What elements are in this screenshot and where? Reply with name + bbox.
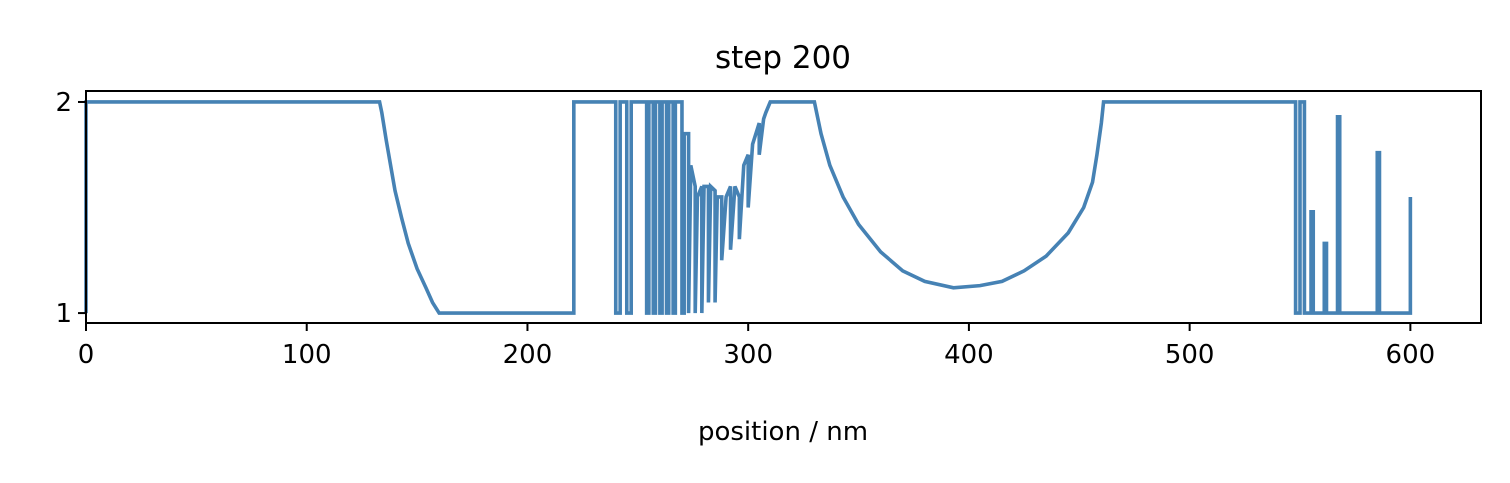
data-line <box>84 100 1413 315</box>
y-tick-label: 2 <box>55 88 72 118</box>
y-tick-label: 1 <box>55 299 72 329</box>
x-tick-label: 600 <box>1386 340 1436 370</box>
x-tick-label: 500 <box>1165 340 1215 370</box>
x-tick-label: 400 <box>944 340 994 370</box>
chart-title: step 200 <box>715 40 851 76</box>
x-tick-label: 0 <box>78 340 95 370</box>
x-tick-label: 100 <box>282 340 332 370</box>
x-tick-label: 200 <box>503 340 553 370</box>
x-tick-label: 300 <box>723 340 773 370</box>
x-axis-label: position / nm <box>698 417 868 447</box>
plot-frame <box>85 90 1482 324</box>
